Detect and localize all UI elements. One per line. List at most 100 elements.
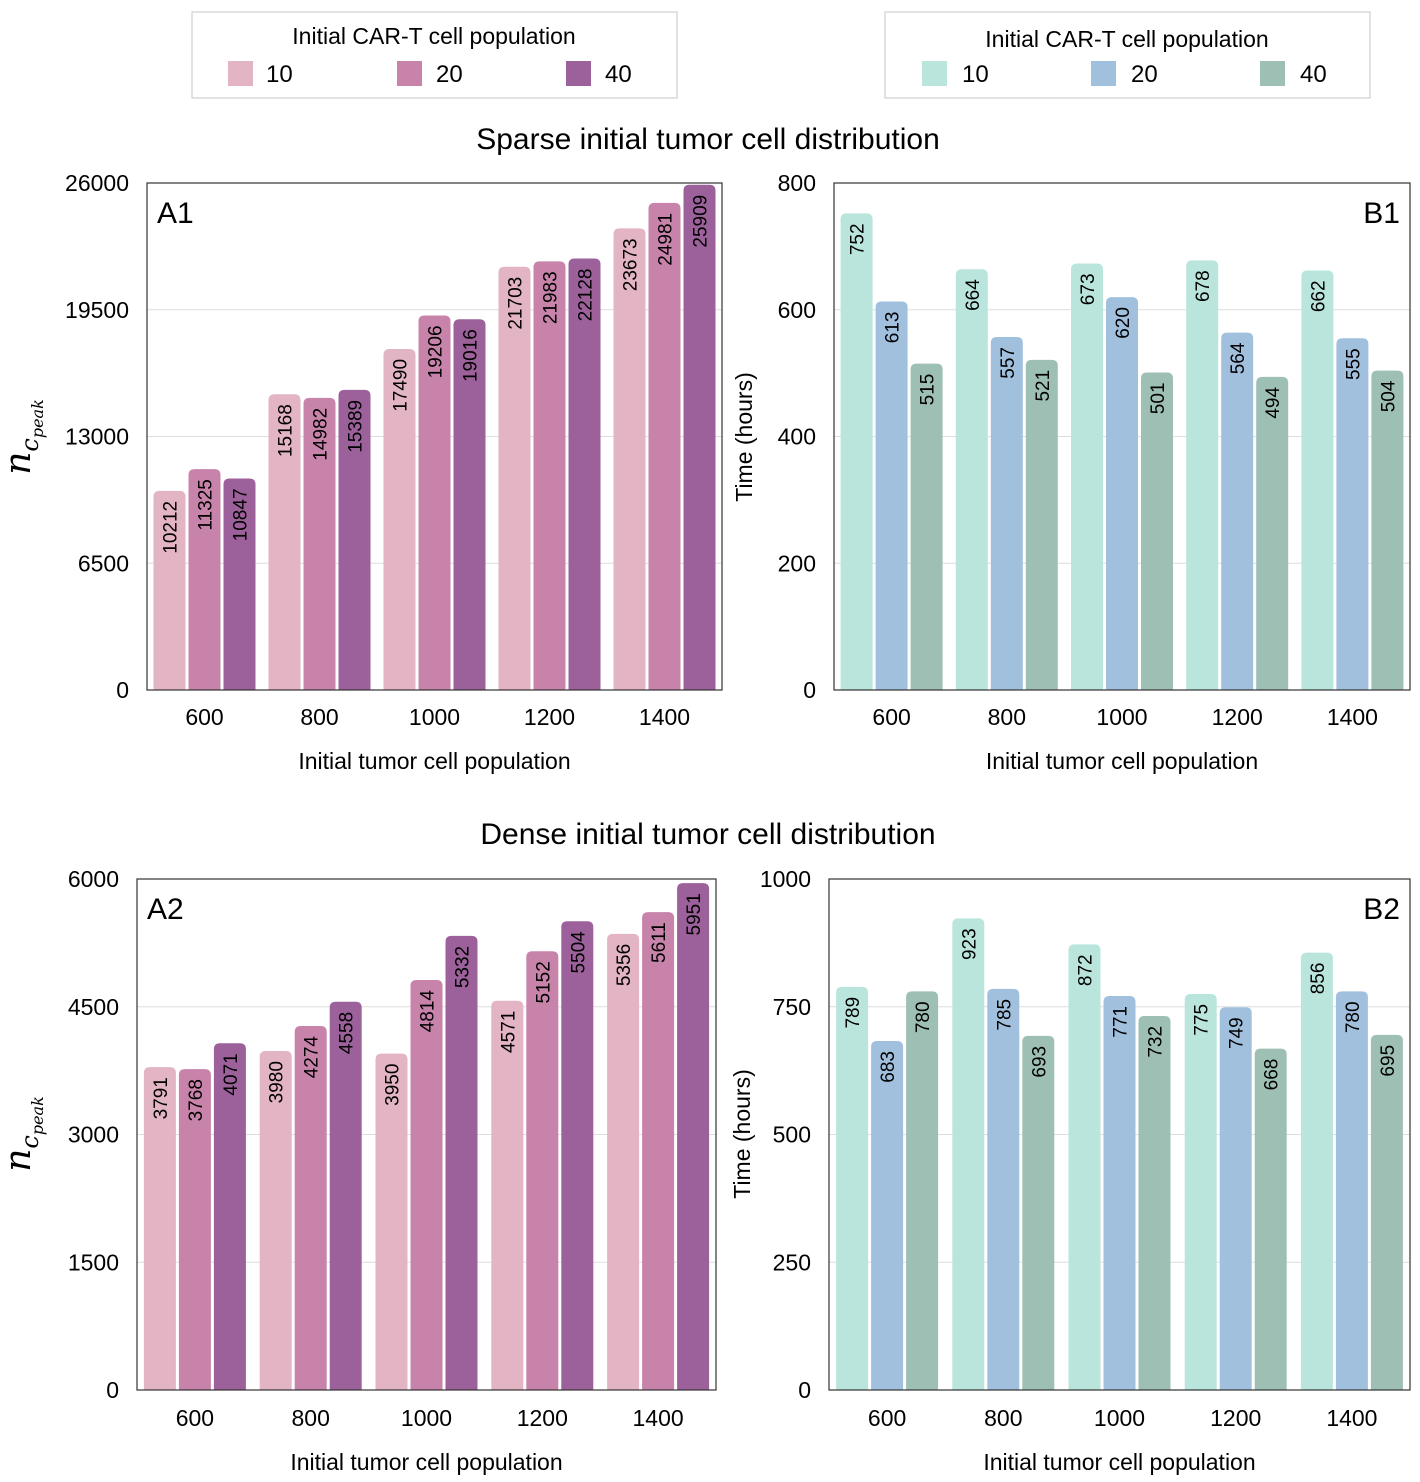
y-tick-label: 1500 <box>68 1249 119 1275</box>
bar-value-label: 4571 <box>498 1011 519 1053</box>
legend-pink-label-10: 10 <box>266 61 293 88</box>
bar-value-label: 3768 <box>186 1079 207 1121</box>
bar-b2-20-1000 <box>1103 996 1136 1390</box>
y-axis-label: ncpeak <box>0 399 47 475</box>
x-axis-label: Initial tumor cell population <box>983 1449 1255 1475</box>
y-axis-label-subsub: peak <box>28 399 47 438</box>
section-title-dense: Dense initial tumor cell distribution <box>480 818 935 851</box>
bar-value-label: 3791 <box>151 1077 172 1119</box>
x-tick-label: 800 <box>300 704 338 730</box>
legend-pink: Initial CAR-T cell population 10 20 40 <box>191 11 678 99</box>
bar-b1-20-1000 <box>1106 297 1138 690</box>
legend-pink-swatch-10 <box>228 61 253 86</box>
x-axis-label: Initial tumor cell population <box>290 1449 562 1475</box>
x-tick-label: 600 <box>872 704 910 730</box>
bar-value-label: 14982 <box>311 408 332 461</box>
bar-a2-10-800 <box>259 1051 292 1390</box>
bar-value-label: 21703 <box>506 277 527 330</box>
bar-b1-10-1000 <box>1071 263 1103 690</box>
bar-value-label: 21983 <box>541 271 562 324</box>
bar-a1-20-800 <box>303 397 336 690</box>
bar-value-label: 872 <box>1076 954 1097 986</box>
bar-value-label: 785 <box>994 999 1015 1031</box>
bar-a2-10-1000 <box>375 1053 408 1390</box>
bar-b2-40-800 <box>1022 1035 1055 1390</box>
bar-value-label: 780 <box>1343 1001 1364 1033</box>
bar-value-label: 923 <box>959 928 980 960</box>
bar-a2-40-800 <box>329 1001 362 1390</box>
bar-value-label: 10212 <box>161 501 182 554</box>
x-tick-label: 800 <box>988 704 1026 730</box>
bar-b2-40-600 <box>906 991 939 1390</box>
bar-b2-40-1200 <box>1254 1048 1287 1390</box>
x-tick-label: 600 <box>868 1405 906 1431</box>
x-tick-label: 600 <box>176 1405 214 1431</box>
bar-a1-40-1400 <box>683 184 716 690</box>
bar-a2-40-600 <box>213 1043 246 1390</box>
bar-b1-10-1400 <box>1301 270 1334 690</box>
panel-label: B2 <box>1363 893 1400 926</box>
bar-value-label: 15168 <box>276 404 297 457</box>
bar-value-label: 19016 <box>461 329 482 382</box>
x-tick-label: 1200 <box>1210 1405 1261 1431</box>
y-tick-label: 750 <box>773 994 811 1020</box>
bar-value-label: 789 <box>843 997 864 1029</box>
y-tick-label: 19500 <box>65 297 129 323</box>
bar-value-label: 5504 <box>568 931 589 974</box>
bar-value-label: 662 <box>1308 280 1329 312</box>
bar-a2-40-1400 <box>677 883 710 1390</box>
legend-pink-title: Initial CAR-T cell population <box>292 23 575 49</box>
y-axis-label-sub: c <box>16 1135 44 1148</box>
x-tick-label: 1000 <box>1096 704 1147 730</box>
legend-pink-swatch-40 <box>566 61 591 86</box>
bar-value-label: 10847 <box>231 488 252 541</box>
bar-value-label: 5152 <box>533 961 554 1003</box>
bar-a1-10-600 <box>153 490 186 690</box>
x-tick-label: 1200 <box>517 1405 568 1431</box>
bar-value-label: 620 <box>1113 307 1134 339</box>
bar-value-label: 3950 <box>383 1064 404 1106</box>
bar-a1-40-600 <box>223 478 256 690</box>
y-tick-label: 500 <box>773 1122 811 1148</box>
bar-a2-10-1200 <box>491 1000 524 1390</box>
bar-value-label: 11325 <box>196 479 217 530</box>
bar-a1-40-800 <box>338 389 371 690</box>
bar-value-label: 749 <box>1227 1017 1248 1049</box>
bar-b1-40-1200 <box>1256 376 1289 690</box>
bar-b1-40-600 <box>910 363 943 690</box>
x-tick-label: 800 <box>292 1405 330 1431</box>
plot-frame <box>828 878 1411 1391</box>
bar-a2-40-1200 <box>561 921 594 1390</box>
bar-value-label: 668 <box>1262 1059 1283 1091</box>
bar-value-label: 4071 <box>221 1053 242 1095</box>
x-tick-label: 1200 <box>524 704 575 730</box>
bar-b2-10-1200 <box>1184 993 1217 1390</box>
legend-teal: Initial CAR-T cell population 10 20 40 <box>884 11 1371 99</box>
y-axis-label: ncpeak <box>0 1096 47 1172</box>
bar-value-label: 4814 <box>418 990 439 1033</box>
bar-value-label: 555 <box>1343 348 1364 380</box>
bar-value-label: 5356 <box>614 944 635 986</box>
bar-value-label: 501 <box>1148 382 1169 414</box>
bar-value-label: 664 <box>963 279 984 311</box>
legend-teal-label-10: 10 <box>962 61 989 88</box>
legend-pink-swatch-20 <box>397 61 422 86</box>
bar-b2-20-600 <box>871 1040 904 1390</box>
x-axis-label: Initial tumor cell population <box>298 748 570 774</box>
y-axis-label-sub: c <box>16 438 44 451</box>
legend-teal-label-40: 40 <box>1300 61 1327 88</box>
bar-value-label: 25909 <box>691 195 712 248</box>
legend-teal-title: Initial CAR-T cell population <box>985 26 1268 52</box>
legend-teal-swatch-10 <box>922 61 947 86</box>
bar-value-label: 4558 <box>337 1012 358 1054</box>
bar-value-label: 771 <box>1111 1006 1132 1038</box>
chart-panel-a2: 0 1500 3000 4500 6000 3791 3768 4071 600 3980 4274… <box>0 866 717 1475</box>
bar-value-label: 494 <box>1263 386 1284 418</box>
panel-label: A2 <box>147 893 184 926</box>
y-axis-label-main: n <box>0 452 39 475</box>
bar-value-label: 24981 <box>656 213 677 266</box>
chart-panel-b1: 0 200 400 600 800 752 613 515 600 664 557 521 800 673… <box>731 170 1411 774</box>
chart-panel-a1: 0 6500 13000 19500 26000 10212 11325 10847 600 15… <box>0 170 723 774</box>
x-axis-label: Initial tumor cell population <box>986 748 1258 774</box>
